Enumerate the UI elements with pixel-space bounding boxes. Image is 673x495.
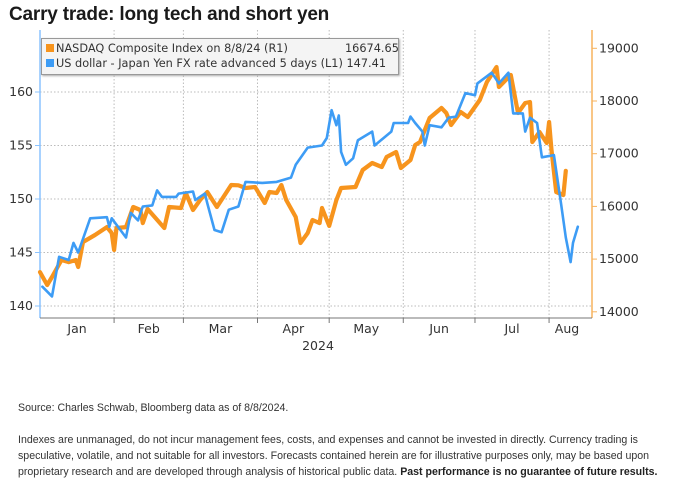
left-tick-label: 155 bbox=[9, 138, 33, 153]
right-tick-label: 19000 bbox=[599, 40, 639, 55]
right-tick-label: 17000 bbox=[599, 146, 639, 161]
x-tick-label: Jan bbox=[66, 321, 86, 336]
legend-swatch-orange bbox=[46, 44, 54, 52]
x-tick-label: Apr bbox=[283, 321, 305, 336]
x-tick-label: May bbox=[353, 321, 379, 336]
disclaimer: Indexes are unmanaged, do not incur mana… bbox=[18, 432, 668, 480]
disclaimer-bold: Past performance is no guarantee of futu… bbox=[400, 466, 658, 478]
left-tick-label: 145 bbox=[9, 245, 33, 260]
legend-swatch-blue bbox=[46, 59, 54, 67]
legend-value: 147.41 bbox=[346, 57, 387, 70]
left-tick-label: 150 bbox=[9, 191, 33, 206]
legend-item-nasdaq: NASDAQ Composite Index on 8/8/24 (R1) bbox=[46, 42, 288, 57]
right-tick-label: 16000 bbox=[599, 198, 639, 213]
disclaimer-text: Indexes are unmanaged, do not incur mana… bbox=[18, 434, 650, 478]
legend-item-usdjpy: US dollar - Japan Yen FX rate advanced 5… bbox=[46, 57, 386, 72]
source-note: Source: Charles Schwab, Bloomberg data a… bbox=[18, 402, 289, 414]
x-tick-label: Jul bbox=[503, 321, 519, 336]
gridlines bbox=[40, 30, 592, 318]
x-tick-label: Jun bbox=[428, 321, 449, 336]
left-tick-label: 160 bbox=[9, 84, 33, 99]
legend-value: 16674.65 bbox=[345, 42, 399, 55]
x-axis-label: 2024 bbox=[302, 338, 334, 353]
legend-label: US dollar - Japan Yen FX rate advanced 5… bbox=[56, 57, 343, 70]
x-tick-label: Aug bbox=[555, 321, 579, 336]
right-tick-label: 14000 bbox=[599, 304, 639, 319]
nasdaq-line bbox=[37, 64, 568, 288]
right-tick-label: 15000 bbox=[599, 251, 639, 266]
legend-label: NASDAQ Composite Index on 8/8/24 (R1) bbox=[56, 42, 288, 55]
series-group bbox=[37, 64, 580, 298]
axis-ticks: 140 145 150 155 160 14000 15000 16000 17000 18000… bbox=[9, 40, 639, 336]
right-tick-label: 18000 bbox=[599, 93, 639, 108]
chart-title: Carry trade: long tech and short yen bbox=[9, 4, 330, 25]
chart-canvas: 140 145 150 155 160 14000 15000 16000 17000 18000… bbox=[9, 30, 639, 353]
x-tick-label: Mar bbox=[209, 321, 233, 336]
x-tick-label: Feb bbox=[138, 321, 160, 336]
usdjpy-line bbox=[41, 71, 580, 298]
left-tick-label: 140 bbox=[9, 298, 33, 313]
legend: NASDAQ Composite Index on 8/8/24 (R1) 16… bbox=[41, 38, 399, 75]
